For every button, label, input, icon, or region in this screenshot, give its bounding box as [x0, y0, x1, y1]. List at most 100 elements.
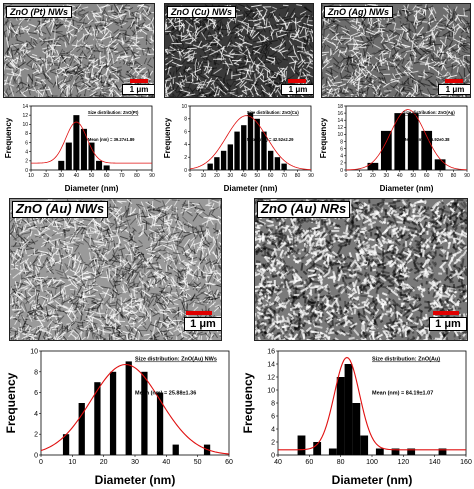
x-tick-label: 10: [201, 173, 207, 179]
y-tick-label: 12: [267, 374, 275, 381]
scale-label: 1 μm: [438, 84, 470, 95]
y-tick-label: 4: [25, 149, 28, 155]
x-tick-label: 20: [100, 459, 108, 466]
histogram-cu: 0 10 20 30 40 50 60 70 80 90 0 2 4 6 8 10 Diameter (nm) F…: [163, 104, 314, 193]
x-tick-label: 50: [410, 173, 416, 179]
y-tick-label: 2: [271, 439, 275, 446]
x-tick-label: 90: [308, 173, 314, 179]
scale-bar: [445, 79, 463, 83]
histogram-bar: [62, 434, 70, 455]
y-tick-label: 2: [25, 159, 28, 165]
scale-bar: [186, 311, 212, 315]
y-tick-label: 10: [30, 348, 38, 355]
histogram-bar: [281, 163, 287, 170]
histogram-bar: [375, 448, 384, 455]
histogram-bar: [434, 159, 446, 170]
y-tick-label: 0: [184, 168, 187, 174]
histogram-bar: [261, 131, 267, 170]
y-tick-label: 18: [337, 104, 343, 110]
x-tick-label: 70: [437, 173, 443, 179]
x-tick-label: 20: [43, 173, 49, 179]
legend-label: Size distribution: ZnO(Cu): [247, 110, 299, 115]
x-axis-label: Diameter (nm): [65, 184, 119, 193]
x-tick-label: 50: [89, 173, 95, 179]
histogram-bar: [274, 157, 281, 170]
histogram-bar: [367, 162, 379, 170]
scale-bar: [130, 79, 148, 83]
sem-texture: [165, 4, 313, 97]
x-tick-label: 40: [274, 459, 282, 466]
histogram-bar: [88, 142, 95, 170]
x-tick-label: 120: [397, 459, 409, 466]
y-tick-label: 8: [34, 369, 38, 376]
histogram-bar: [80, 128, 87, 170]
histogram-bar: [438, 448, 447, 455]
y-tick-label: 10: [22, 122, 28, 128]
sem-label: ZnO (Cu) NWs: [167, 6, 236, 19]
scale-bar: [433, 311, 459, 315]
histogram-pt: 10 20 30 40 50 60 70 80 90 0 2 4 6 8 10 12 14 Diameter (n…: [4, 104, 155, 193]
mean-annotation: Mean (nm) = 42.52±2.29: [247, 137, 294, 142]
sem-texture: [4, 4, 154, 97]
y-tick-label: 6: [271, 413, 275, 420]
x-tick-label: 0: [189, 173, 192, 179]
x-tick-label: 60: [104, 173, 110, 179]
histogram-bar: [328, 448, 337, 455]
x-tick-label: 10: [357, 173, 363, 179]
histogram-bar: [394, 113, 406, 170]
histogram-bar: [313, 442, 322, 455]
histogram-bar: [352, 403, 361, 455]
scale-label: 1 μm: [281, 84, 313, 95]
y-tick-label: 0: [34, 452, 38, 459]
legend-label: Size distribution: ZnO(Ag): [403, 110, 455, 115]
mean-annotation: Mean (nm) = 39.27±1.89: [88, 137, 135, 142]
histogram-bar: [141, 371, 148, 455]
y-tick-label: 14: [337, 118, 343, 124]
histogram-bar: [336, 377, 345, 455]
x-tick-label: 60: [424, 173, 430, 179]
scale-bar: [288, 79, 306, 83]
x-tick-label: 70: [281, 173, 287, 179]
y-tick-label: 8: [340, 139, 343, 145]
sem-label: ZnO (Pt) NWs: [6, 6, 72, 19]
histogram-bar: [65, 142, 72, 170]
x-tick-label: 90: [149, 173, 155, 179]
x-tick-label: 140: [429, 459, 441, 466]
y-tick-label: 4: [184, 142, 187, 148]
x-axis-label: Diameter (nm): [380, 184, 434, 193]
histogram-bar: [344, 364, 353, 455]
histogram-bar: [58, 160, 65, 170]
x-tick-label: 20: [214, 173, 220, 179]
y-tick-label: 8: [184, 117, 187, 123]
plot-frame: [345, 105, 468, 171]
x-tick-label: 0: [39, 459, 43, 466]
histogram-bar: [407, 448, 416, 455]
histogram-bar: [94, 382, 101, 455]
histogram-bar: [96, 160, 103, 170]
legend-label: Size distribution: ZnO(Pt): [88, 110, 139, 115]
histogram-bar: [360, 435, 369, 455]
y-axis-label: Frequency: [4, 372, 18, 433]
y-axis-label: Frequency: [4, 117, 13, 158]
x-tick-label: 10: [68, 459, 76, 466]
histogram-au-nrs: 40 60 80 100 120 140 160 0 2 4 6 8 10 12 14 16 Diameter …: [241, 348, 472, 487]
legend-label: Size distribution: ZnO(Au): [372, 357, 440, 363]
y-tick-label: 0: [25, 168, 28, 174]
y-tick-label: 16: [267, 348, 275, 355]
x-tick-label: 30: [58, 173, 64, 179]
y-tick-label: 10: [337, 132, 343, 138]
x-axis-label: Diameter (nm): [332, 473, 413, 487]
y-tick-label: 8: [271, 400, 275, 407]
histogram-bar: [73, 115, 80, 170]
y-tick-label: 6: [25, 140, 28, 146]
y-tick-label: 4: [340, 154, 343, 160]
histogram-bar: [103, 165, 110, 170]
x-tick-label: 80: [134, 173, 140, 179]
y-tick-label: 12: [22, 113, 28, 119]
mean-annotation: Mean (nm) = 25.88±1.36: [135, 391, 196, 397]
sem-image-au-nrs: ZnO (Au) NRs 1 μm: [254, 198, 468, 341]
scale-label: 1 μm: [429, 317, 467, 331]
y-tick-label: 14: [267, 361, 275, 368]
y-tick-label: 12: [337, 125, 343, 131]
sem-label: ZnO (Au) NRs: [257, 201, 351, 218]
